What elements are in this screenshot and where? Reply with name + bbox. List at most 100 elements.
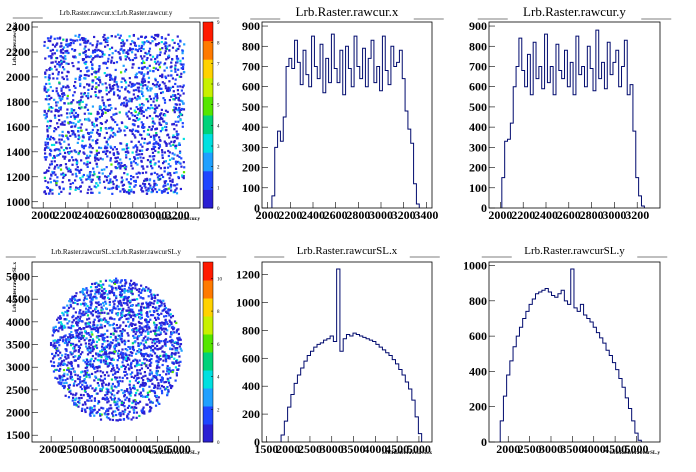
heatmap-cell (163, 181, 167, 184)
heatmap-cell (118, 379, 122, 383)
heatmap-cell (77, 364, 80, 367)
heatmap-cell (145, 40, 149, 43)
palette-step (203, 115, 213, 121)
heatmap-cell (182, 177, 185, 180)
heatmap-cell (150, 293, 153, 296)
heatmap-cell (67, 51, 70, 55)
heatmap-cell (97, 290, 100, 294)
heatmap-cell (161, 75, 164, 78)
heatmap-cell (151, 348, 154, 352)
heatmap-cell (170, 353, 173, 356)
heatmap-cell (113, 294, 116, 297)
heatmap-cell (74, 115, 77, 118)
heatmap-cell (60, 354, 64, 357)
heatmap-cell (100, 294, 103, 297)
x-tick-label: 3400 (414, 208, 438, 222)
heatmap-cell (111, 288, 114, 291)
heatmap-cell (128, 368, 131, 371)
heatmap-cell (169, 320, 172, 324)
histogram-bin (500, 421, 503, 442)
heatmap-cell (138, 117, 141, 121)
heatmap-cell (120, 161, 123, 165)
y-tick-label: 1000 (463, 259, 487, 273)
heatmap-cell (85, 118, 88, 121)
heatmap-cell (143, 345, 146, 348)
palette-step (203, 45, 213, 51)
heatmap-cell (135, 116, 139, 120)
heatmap-cell (148, 327, 151, 330)
heatmap-cell (51, 89, 54, 93)
y-tick-label: 900 (242, 19, 260, 33)
heatmap-cell (64, 155, 67, 158)
heatmap-cell (152, 147, 155, 151)
palette-step (203, 415, 213, 420)
heatmap-cell (44, 141, 47, 144)
heatmap-cell (109, 344, 112, 347)
heatmap-cell (99, 389, 102, 393)
heatmap-cell (133, 134, 136, 137)
heatmap-cell (122, 401, 125, 404)
heatmap-cell (122, 77, 125, 80)
heatmap-cell (136, 163, 139, 166)
heatmap-cell (176, 337, 179, 340)
palette-step (203, 91, 213, 97)
x-tick-label: 3000 (539, 442, 563, 456)
heatmap-cell (111, 341, 114, 345)
heatmap-cell (110, 369, 113, 373)
heatmap-cell (159, 332, 162, 336)
heatmap-cell (176, 154, 179, 157)
y-tick-label: 0 (481, 201, 487, 215)
heatmap-cell (85, 60, 88, 64)
heatmap-cell (172, 326, 176, 329)
heatmap-cell (158, 341, 161, 344)
heatmap-cell (43, 190, 47, 193)
heatmap-cell (54, 376, 57, 379)
heatmap-cell (128, 91, 131, 94)
heatmap-cell (95, 153, 99, 156)
heatmap-cell (89, 145, 93, 148)
heatmap-cell (57, 316, 60, 319)
x-tick-label: 3000 (369, 208, 393, 222)
heatmap-cell (144, 383, 147, 387)
heatmap-cell (124, 367, 127, 371)
heatmap-cell (73, 149, 76, 152)
heatmap-cell (43, 171, 46, 174)
heatmap-cell (134, 129, 137, 132)
heatmap-cell (137, 37, 140, 40)
heatmap-cell (58, 362, 61, 366)
heatmap-cell (155, 394, 159, 398)
heatmap-cell (176, 109, 179, 112)
histogram-bin (526, 311, 529, 442)
heatmap-cell (151, 189, 154, 192)
heatmap-cell (91, 67, 94, 71)
heatmap-cell (110, 77, 113, 80)
heatmap-cell (51, 156, 55, 160)
heatmap-cell (117, 342, 120, 345)
heatmap-cell (63, 140, 66, 143)
histogram-bin (369, 340, 372, 442)
heatmap-cell (160, 328, 164, 331)
heatmap-cell (88, 131, 91, 135)
heatmap-cell (87, 373, 90, 376)
histogram-bin (405, 111, 408, 208)
heatmap-cell (125, 302, 128, 305)
heatmap-cell (130, 85, 133, 88)
heatmap-cell (116, 305, 119, 308)
heatmap-cell (164, 125, 167, 129)
heatmap-cell (161, 151, 164, 154)
heatmap-cell (162, 385, 165, 389)
heatmap-cell (101, 297, 104, 300)
heatmap-cell (94, 311, 98, 314)
heatmap-cell (163, 140, 166, 143)
heatmap-cell (113, 113, 117, 116)
heatmap-cell (134, 283, 137, 286)
palette-step (203, 370, 213, 375)
heatmap-cell (105, 391, 108, 394)
heatmap-cell (53, 98, 56, 101)
heatmap-cell (120, 86, 123, 89)
chart-title: Lrb.Raster.rawcur.x:Lrb.Raster.rawcur.y (60, 9, 173, 17)
heatmap-cell (150, 378, 153, 381)
heatmap-cell (85, 371, 88, 375)
heatmap-cell (50, 143, 54, 147)
heatmap-cell (68, 340, 71, 344)
